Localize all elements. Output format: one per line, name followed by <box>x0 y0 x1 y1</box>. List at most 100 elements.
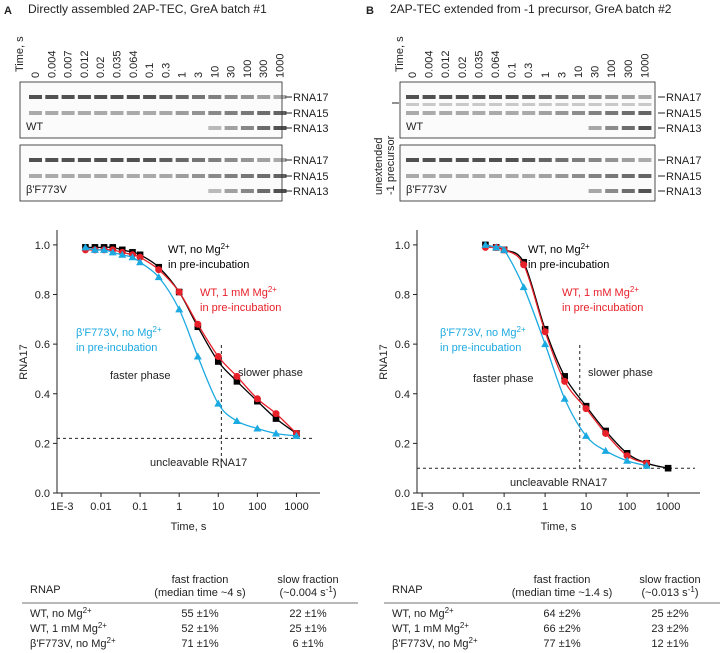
x-tick-label: 0.01 <box>90 501 111 513</box>
gel-band <box>638 189 652 193</box>
gel-band <box>538 158 552 162</box>
time-point: 0.3 <box>160 63 172 78</box>
sub-c: ) <box>695 587 699 599</box>
time-point: 0.035 <box>112 50 124 78</box>
time-point: 0.064 <box>128 50 140 78</box>
table-header: fast fraction <box>534 574 591 586</box>
gel-band <box>439 111 453 115</box>
x-axis-label: Time, s <box>171 521 207 533</box>
gel-band <box>472 111 486 115</box>
table-subheader: (~0.013 s-1) <box>642 585 699 599</box>
series-name-main: β'F773V, no Mg <box>440 327 517 339</box>
point <box>623 456 632 464</box>
gel-band <box>126 174 140 178</box>
gel-band <box>224 189 238 193</box>
series-name-sup: 2+ <box>581 242 590 251</box>
gel-band <box>422 103 436 106</box>
time-point: 100 <box>606 60 618 78</box>
gel-band <box>638 95 652 99</box>
gel-band <box>110 111 124 115</box>
gel-label: WT <box>26 121 43 133</box>
table-header: fast fraction <box>172 574 229 586</box>
gel-band <box>489 158 502 162</box>
time-point: 10 <box>573 66 585 78</box>
gel-band <box>61 174 75 178</box>
gel-band <box>439 158 453 162</box>
gel-band <box>29 158 42 162</box>
time-point: 300 <box>258 60 270 78</box>
gel-band <box>439 95 453 99</box>
precursor-label: -1 precursor <box>385 135 397 195</box>
table-header: slow fraction <box>277 574 338 586</box>
gel-band <box>175 174 189 178</box>
time-point: 1 <box>540 72 552 78</box>
gel-band <box>505 95 519 99</box>
gel-band <box>538 103 552 106</box>
row-name-main: β'F773V, no Mg <box>30 638 107 650</box>
row-name-main: WT, 1 mM Mg <box>392 623 460 635</box>
gel-band <box>572 174 585 178</box>
band-label: RNA15 <box>666 171 701 183</box>
time-point: 0.004 <box>424 50 436 78</box>
x-tick-label: 1 <box>542 501 548 513</box>
gel-band <box>77 158 91 162</box>
time-point: 0.064 <box>490 50 502 78</box>
row-name: WT, 1 mM Mg2+ <box>30 621 107 635</box>
gel-band <box>29 95 42 99</box>
point <box>272 429 281 437</box>
series-name-main: WT, no Mg <box>528 244 581 256</box>
time-point: 0.3 <box>523 63 535 78</box>
gel-band <box>505 111 519 115</box>
time-point: 3 <box>556 72 568 78</box>
band-label: RNA17 <box>293 155 328 167</box>
gel-band <box>538 95 552 99</box>
gel-band <box>455 103 469 106</box>
gel-band <box>224 95 238 99</box>
gel-band <box>192 158 205 162</box>
sub-b: -1 <box>326 585 334 594</box>
y-tick-label: 0.4 <box>395 389 410 401</box>
y-tick-label: 0.0 <box>395 488 410 500</box>
row-name-main: β'F773V, no Mg <box>392 638 469 650</box>
gel-band <box>489 103 502 106</box>
gel-band <box>522 95 536 99</box>
gel <box>19 81 283 139</box>
gel-band <box>208 95 222 99</box>
band-label: RNA13 <box>293 123 328 135</box>
point <box>214 353 222 361</box>
gel-band <box>257 189 271 193</box>
x-tick-label: 1E-3 <box>410 501 433 513</box>
x-tick-label: 100 <box>248 501 266 513</box>
y-tick-label: 1.0 <box>35 240 50 252</box>
panel-letter: A <box>4 5 12 17</box>
cell: 71 ±1% <box>181 638 218 650</box>
gel-band <box>638 174 652 178</box>
gel-band <box>240 111 254 115</box>
gel-band <box>175 111 189 115</box>
gel-band <box>505 174 519 178</box>
row-name-main: WT, no Mg <box>392 608 445 620</box>
gel-band <box>143 158 157 162</box>
gel-band <box>572 95 585 99</box>
cell: 6 ±1% <box>292 638 323 650</box>
gel-band <box>45 158 59 162</box>
annotation: faster phase <box>110 370 171 382</box>
row-name-sup: 2+ <box>460 621 469 630</box>
gel-band <box>472 103 486 106</box>
gel-band <box>94 95 108 99</box>
gel-band <box>605 158 619 162</box>
sub-a: (~0.004 s <box>280 587 327 599</box>
point <box>232 417 241 425</box>
gel-band <box>143 95 157 99</box>
gel-band <box>224 174 238 178</box>
gel-band <box>406 95 419 99</box>
point <box>108 248 117 256</box>
gel-band <box>455 95 469 99</box>
gel-band <box>472 174 486 178</box>
gel-band <box>224 158 238 162</box>
gel-band <box>406 111 419 115</box>
cell: 25 ±1% <box>289 623 326 635</box>
time-point: 100 <box>242 60 254 78</box>
series-name-line2: in pre-incubation <box>440 342 521 354</box>
precursor-label: unextended <box>373 138 385 196</box>
